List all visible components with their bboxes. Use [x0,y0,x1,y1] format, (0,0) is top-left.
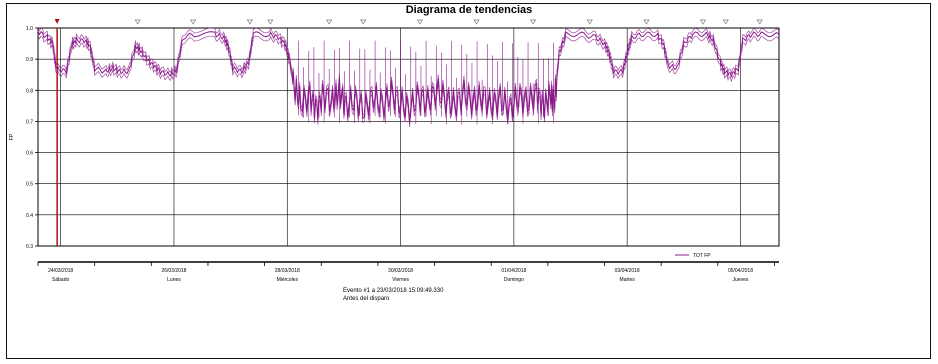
x-tick-weekday: Jueves [733,277,749,283]
x-tick-date: 28/03/2018 [275,268,300,274]
event-marker-icon [756,19,763,25]
y-tick-label: 0.5 [26,182,33,188]
event-marker-icon [586,19,593,25]
trigger-text: Antes del disparo [343,296,390,302]
event-marker-icon [246,19,254,25]
event-marker-icon [267,19,274,25]
event-text: Evento #1 a 23/03/2018 15:09:49.330 [343,288,444,294]
x-tick-weekday: Martes [620,277,636,283]
event-marker-icon [643,19,650,25]
x-tick-date: 30/03/2018 [388,268,413,274]
event-marker-icon [190,19,197,25]
chart-frame [6,3,931,359]
y-axis-label: FP [9,133,15,140]
trigger-marker-icon [54,19,60,24]
x-tick-date: 03/04/2018 [615,268,640,274]
x-tick-date: 24/03/2018 [48,268,73,274]
series-line [37,30,780,123]
x-tick-weekday: Domingo [504,277,524,283]
x-tick-date: 26/03/2018 [161,268,186,274]
y-tick-label: 0.6 [26,151,33,157]
event-marker-icon [699,19,707,25]
event-marker-icon [416,19,423,25]
x-tick-date: 01/04/2018 [501,268,526,274]
event-marker-icon [134,19,141,25]
y-tick-label: 0.8 [26,88,33,94]
y-tick-label: 0.7 [26,119,33,125]
y-tick-label: 0.4 [26,213,33,219]
event-marker-icon [722,19,729,25]
x-tick-date: 05/04/2018 [728,268,753,274]
event-marker-icon [530,19,537,25]
x-tick-weekday: Viernes [392,277,409,283]
x-tick-weekday: Miércoles [277,277,299,283]
event-marker-icon [473,19,480,25]
y-tick-label: 0.9 [26,57,33,63]
y-tick-label: 1.0 [26,26,33,32]
x-tick-weekday: Lunes [167,277,181,283]
y-tick-label: 0.3 [26,244,33,250]
event-marker-icon [360,19,367,25]
event-marker-icon [326,19,333,25]
event-info: Evento #1 a 23/03/2018 15:09:49.330 Ante… [343,287,443,303]
series-line [37,27,780,119]
plot-area [37,27,780,247]
chart-title: Diagrama de tendencias [405,4,533,16]
legend-label: TOT FP [693,253,711,259]
series-line [37,35,780,127]
x-tick-weekday: Sábado [52,277,69,283]
